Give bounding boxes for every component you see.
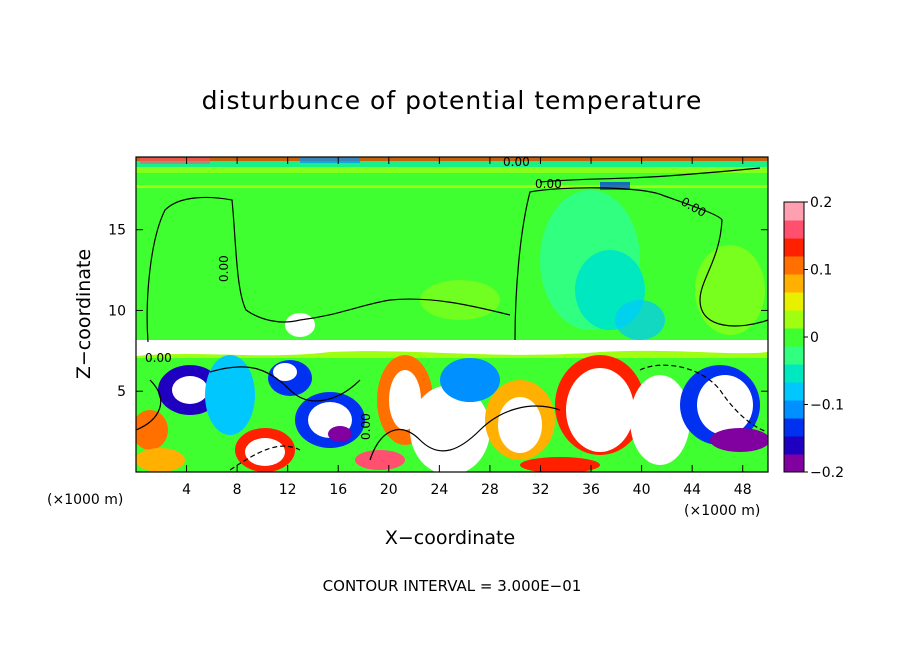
colorbar-tick-label: 0	[810, 330, 819, 346]
contour-label: 0.00	[503, 155, 530, 169]
x-tick-label: 24	[430, 482, 448, 498]
y-tick-label: 5	[117, 384, 126, 400]
colorbar-swatch	[784, 220, 804, 239]
x-tick-label: 36	[582, 482, 600, 498]
x-unit-label-left: (×1000 m)	[47, 492, 124, 508]
x-tick-label: 8	[233, 482, 242, 498]
colorbar-swatch	[784, 238, 804, 257]
heatmap-field	[136, 157, 768, 472]
colorbar-swatch	[784, 256, 804, 275]
colorbar-swatch	[784, 202, 804, 221]
x-axis-ticks: 4 8 12 16 20 24 28 32 36 40 44 48	[182, 157, 752, 498]
x-tick-label: 4	[182, 482, 191, 498]
x-tick-label: 44	[683, 482, 701, 498]
contour-label: 0.00	[359, 413, 373, 440]
colorbar-swatch	[784, 418, 804, 437]
x-tick-label: 16	[329, 482, 347, 498]
contour-label: 0.00	[145, 351, 172, 365]
colorbar-tick-label: 0.1	[810, 263, 832, 279]
colorbar-swatch	[784, 436, 804, 455]
x-tick-label: 28	[481, 482, 499, 498]
colorbar-tick-label: −0.1	[810, 398, 844, 414]
y-axis-ticks: 5 10 15	[108, 223, 768, 400]
colorbar-swatch	[784, 328, 804, 347]
x-tick-label: 40	[633, 482, 651, 498]
colorbar: 0.2 0.1 0 −0.1 −0.2	[783, 195, 844, 481]
colorbar-swatch	[784, 346, 804, 365]
colorbar-swatch	[784, 292, 804, 311]
x-unit-label-right: (×1000 m)	[684, 503, 761, 519]
x-axis-label: X−coordinate	[384, 527, 516, 549]
x-tick-label: 12	[279, 482, 297, 498]
x-tick-label: 20	[380, 482, 398, 498]
contour-lines	[135, 167, 769, 471]
x-tick-label: 32	[532, 482, 550, 498]
y-tick-label: 10	[108, 303, 126, 319]
colorbar-swatch	[784, 364, 804, 383]
colorbar-swatch	[784, 310, 804, 329]
plot-frame	[135, 156, 769, 473]
contour-label: 0.00	[217, 255, 231, 282]
x-tick-label: 48	[734, 482, 752, 498]
chart-title: disturbunce of potential temperature	[201, 86, 703, 115]
colorbar-swatch	[784, 274, 804, 293]
colorbar-swatch	[784, 400, 804, 419]
y-tick-label: 15	[108, 223, 126, 239]
contour-interval-note: CONTOUR INTERVAL = 3.000E−01	[322, 577, 582, 595]
contour-label: 0.00	[535, 177, 562, 191]
colorbar-tick-label: 0.2	[810, 195, 832, 211]
colorbar-swatch	[784, 454, 804, 473]
colorbar-swatch	[784, 382, 804, 401]
colorbar-tick-label: −0.2	[810, 465, 844, 481]
